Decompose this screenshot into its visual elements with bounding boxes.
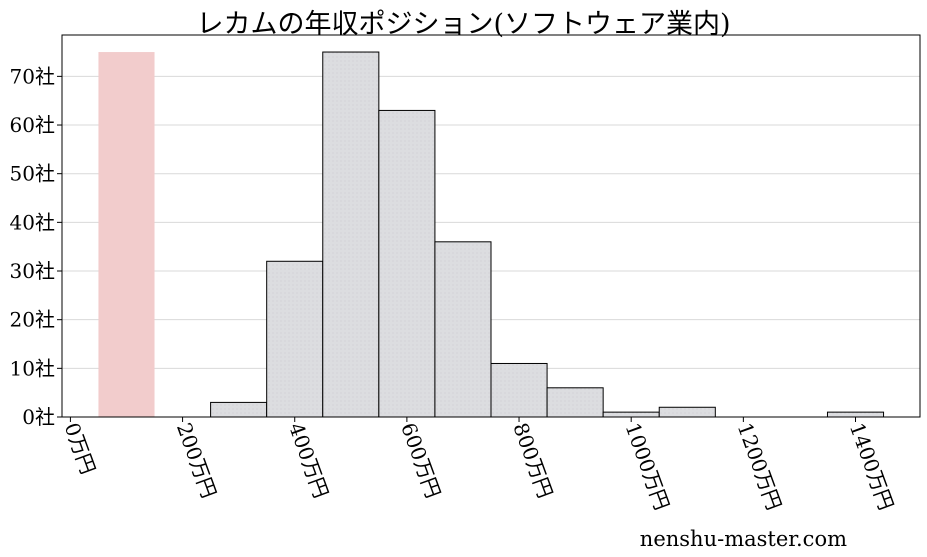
x-tick-label: 1000万円 <box>620 420 674 514</box>
x-tick-label: 400万円 <box>284 420 333 502</box>
y-tick-label: 10社 <box>10 356 55 380</box>
histogram-bar <box>322 51 380 418</box>
x-tick-label: 0万円 <box>60 420 101 478</box>
highlight-band <box>98 52 155 417</box>
histogram-bar <box>490 362 548 418</box>
x-tick-label: 200万円 <box>172 420 221 502</box>
x-tick-label: 1200万円 <box>733 420 787 514</box>
histogram-bar <box>210 401 268 418</box>
x-tick-label: 800万円 <box>508 420 557 502</box>
y-tick-label: 70社 <box>10 64 55 88</box>
watermark-text: nenshu-master.com <box>639 527 847 551</box>
y-tick-label: 60社 <box>10 113 55 137</box>
y-tick-label: 20社 <box>10 308 55 332</box>
y-tick-label: 30社 <box>10 259 55 283</box>
plot-frame <box>61 34 921 418</box>
y-axis: 0社 10社 20社 30社 40社 50社 60社 70社 <box>10 64 62 429</box>
x-tick-label: 600万円 <box>396 420 445 502</box>
x-tick-label: 1400万円 <box>845 420 899 514</box>
y-tick-label: 50社 <box>10 162 55 186</box>
histogram-bar <box>546 387 604 418</box>
y-tick-label: 40社 <box>10 210 55 234</box>
y-tick-label: 0社 <box>22 405 55 429</box>
histogram-bar <box>378 109 436 418</box>
bars <box>210 51 885 418</box>
histogram-bar <box>434 241 492 418</box>
highlight-bar <box>98 52 155 417</box>
histogram-bar <box>826 411 885 418</box>
histogram-bar <box>658 406 716 418</box>
histogram-bar <box>266 260 324 418</box>
x-axis: 0万円 200万円 400万円 600万円 800万円 1000万円 1200万円 1400万… <box>60 417 899 514</box>
histogram-bar <box>602 411 660 418</box>
